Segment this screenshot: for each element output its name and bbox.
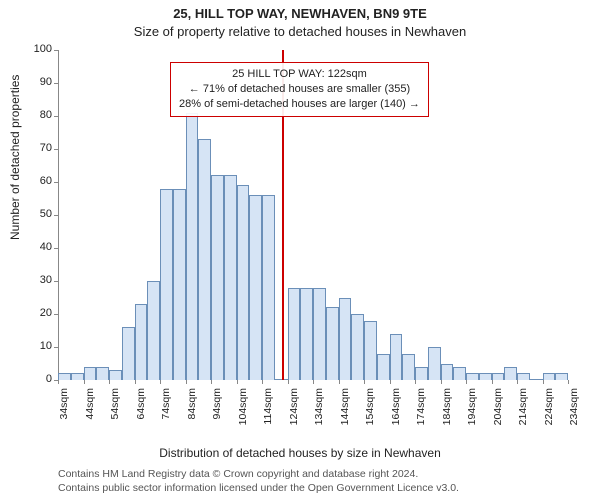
histogram-bar	[198, 139, 211, 380]
histogram-bar	[288, 288, 301, 380]
histogram-bar	[390, 334, 403, 380]
x-tick-label: 194sqm	[466, 388, 478, 438]
histogram-bar	[160, 189, 173, 380]
y-tick-label: 60	[22, 175, 52, 187]
y-tick-label: 90	[22, 76, 52, 88]
histogram-bar	[326, 307, 339, 380]
histogram-bar	[84, 367, 97, 380]
y-tick-label: 20	[22, 307, 52, 319]
y-tick-label: 70	[22, 142, 52, 154]
histogram-bar	[109, 370, 122, 380]
x-tick-label: 124sqm	[288, 388, 300, 438]
x-tick-label: 34sqm	[58, 388, 70, 438]
histogram-bar	[492, 373, 505, 380]
x-tick-label: 44sqm	[84, 388, 96, 438]
infobox-line: 25 HILL TOP WAY: 122sqm	[179, 67, 420, 82]
histogram-bar	[173, 189, 186, 380]
x-tick-label: 74sqm	[160, 388, 172, 438]
x-tick-label: 214sqm	[517, 388, 529, 438]
y-tick-label: 0	[22, 373, 52, 385]
histogram-bar	[364, 321, 377, 380]
infobox-line: 28% of semi-detached houses are larger (…	[179, 97, 420, 112]
histogram-bar	[351, 314, 364, 380]
histogram-bar	[71, 373, 84, 380]
page-subtitle: Size of property relative to detached ho…	[0, 24, 600, 39]
histogram-bar	[186, 113, 199, 380]
y-axis-label: Number of detached properties	[8, 75, 22, 240]
histogram-bar	[339, 298, 352, 381]
histogram-bar	[377, 354, 390, 380]
histogram-bar	[237, 185, 250, 380]
histogram-bar	[415, 367, 428, 380]
x-tick-label: 154sqm	[364, 388, 376, 438]
histogram-bar	[300, 288, 313, 380]
x-tick-label: 134sqm	[313, 388, 325, 438]
x-tick-label: 64sqm	[135, 388, 147, 438]
histogram-bar	[147, 281, 160, 380]
y-tick-label: 40	[22, 241, 52, 253]
histogram-bar	[453, 367, 466, 380]
x-tick-label: 204sqm	[492, 388, 504, 438]
histogram-bar	[517, 373, 530, 380]
histogram-bar	[249, 195, 262, 380]
x-tick-label: 94sqm	[211, 388, 223, 438]
infobox-line: ← 71% of detached houses are smaller (35…	[179, 82, 420, 97]
y-tick-label: 30	[22, 274, 52, 286]
y-tick-label: 100	[22, 43, 52, 55]
x-tick-label: 174sqm	[415, 388, 427, 438]
x-tick-label: 164sqm	[390, 388, 402, 438]
x-tick-label: 224sqm	[543, 388, 555, 438]
x-tick-label: 184sqm	[441, 388, 453, 438]
histogram-bar	[262, 195, 275, 380]
x-tick-label: 234sqm	[568, 388, 580, 438]
credit-text: Contains HM Land Registry data © Crown c…	[58, 468, 459, 495]
y-tick-label: 10	[22, 340, 52, 352]
x-axis-label: Distribution of detached houses by size …	[0, 446, 600, 460]
histogram-bar	[543, 373, 556, 380]
credit-line-1: Contains HM Land Registry data © Crown c…	[58, 468, 459, 482]
histogram-bar	[466, 373, 479, 380]
page-title: 25, HILL TOP WAY, NEWHAVEN, BN9 9TE	[0, 6, 600, 21]
x-tick-label: 114sqm	[262, 388, 274, 438]
histogram-bar	[530, 379, 543, 380]
histogram-bar	[402, 354, 415, 380]
credit-line-2: Contains public sector information licen…	[58, 482, 459, 496]
x-tick-label: 84sqm	[186, 388, 198, 438]
marker-infobox: 25 HILL TOP WAY: 122sqm← 71% of detached…	[170, 62, 429, 117]
histogram-bar	[428, 347, 441, 380]
histogram-bar	[441, 364, 454, 381]
histogram-bar	[479, 373, 492, 380]
histogram-bar	[211, 175, 224, 380]
histogram-bar	[275, 379, 288, 380]
histogram-bar	[122, 327, 135, 380]
x-tick-label: 54sqm	[109, 388, 121, 438]
histogram-bar	[58, 373, 71, 380]
histogram-bar	[224, 175, 237, 380]
y-tick-label: 50	[22, 208, 52, 220]
histogram-bar	[135, 304, 148, 380]
histogram-bar	[504, 367, 517, 380]
histogram-bar	[313, 288, 326, 380]
histogram-bar	[96, 367, 109, 380]
y-tick-label: 80	[22, 109, 52, 121]
x-tick-label: 104sqm	[237, 388, 249, 438]
histogram-bar	[555, 373, 568, 380]
chart-container: { "title": "25, HILL TOP WAY, NEWHAVEN, …	[0, 0, 600, 500]
x-tick-label: 144sqm	[339, 388, 351, 438]
